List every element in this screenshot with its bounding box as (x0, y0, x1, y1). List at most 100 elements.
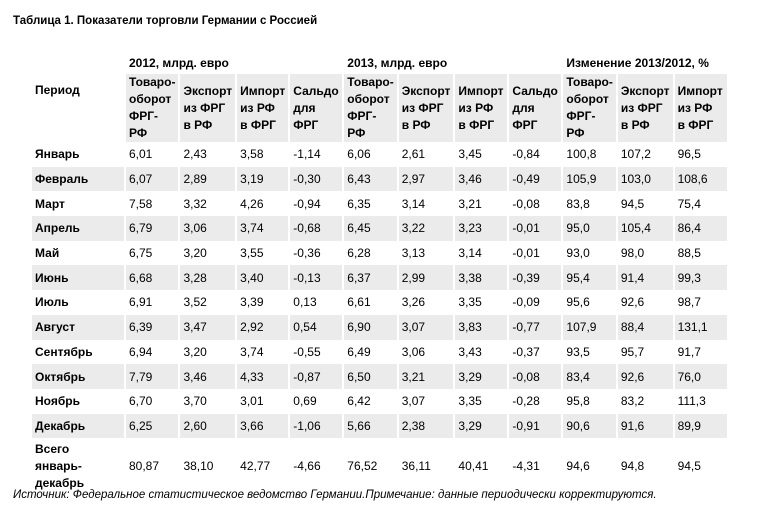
total-value-cell: 38,10 (183, 458, 214, 473)
value-cell: 93,5 (566, 344, 590, 359)
value-cell: 0,13 (293, 295, 317, 310)
table-row: Июль 6,91 3,52 3,39 0,13 6,61 3,26 3,35 -0,09 95,… (32, 290, 727, 315)
value-cell: 88,5 (677, 246, 701, 261)
value-cell: 95,0 (563, 216, 616, 241)
column-header-line: Экспорт (183, 83, 233, 98)
value-cell: 3,35 (458, 295, 482, 310)
table-row: Август 6,39 3,47 2,92 0,54 6,90 3,07 3,83 -0,77 1… (32, 314, 727, 340)
value-cell: 6,61 (347, 295, 371, 310)
value-cell: 3,43 (458, 344, 482, 359)
total-value-cell: 80,87 (129, 458, 160, 473)
value-cell: 6,43 (344, 166, 397, 192)
value-cell: 6,35 (347, 196, 371, 211)
value-cell: 6,91 (129, 295, 153, 310)
trade-table: 2012, млрд. евро 2013, млрд. евро Измене… (30, 52, 729, 494)
value-cell: 6,94 (129, 344, 153, 359)
value-cell: 98,0 (620, 246, 645, 261)
value-cell: 6,25 (126, 413, 179, 439)
value-cell: 6,45 (344, 216, 397, 241)
total-value-cell: -4,31 (512, 458, 540, 473)
value-cell: 3,22 (398, 216, 454, 241)
value-cell: -0,39 (509, 265, 562, 291)
value-cell: 91,6 (617, 413, 673, 439)
value-cell: 95,8 (566, 394, 590, 409)
column-header-line: ФРГ (293, 117, 319, 132)
value-cell: 88,4 (617, 314, 673, 340)
value-cell: -0,91 (509, 413, 562, 439)
table-title: Таблица 1. Показатели торговли Германии … (13, 15, 318, 27)
value-cell: 6,68 (126, 265, 179, 291)
value-cell: -0,77 (509, 314, 562, 340)
value-cell: -0,01 (509, 216, 562, 241)
value-cell: 103,0 (617, 166, 673, 192)
column-header-line: ФРГ-РФ (129, 109, 159, 140)
column-header-line: ФРГ-РФ (347, 109, 377, 140)
value-cell: 3,46 (180, 364, 236, 389)
group-header-change: Изменение 2013/2012, % (566, 56, 709, 70)
period-cell: Июль (35, 295, 69, 310)
value-cell: 3,29 (455, 364, 508, 389)
value-cell: 3,21 (458, 196, 482, 211)
group-header-2012: 2012, млрд. евро (129, 56, 229, 70)
value-cell: 6,42 (347, 394, 371, 409)
table-row: Март 7,58 3,32 4,26 -0,94 6,35 3,14 3,21 -0,08 83… (32, 191, 727, 216)
value-cell: -1,06 (290, 413, 343, 439)
value-cell: 6,07 (126, 166, 179, 192)
value-cell: 3,83 (455, 314, 508, 340)
column-header: Импорт из РФ в ФРГ (455, 74, 508, 142)
total-value-cell: 42,77 (240, 458, 271, 473)
period-cell: Декабрь (32, 413, 124, 439)
column-header-line: из ФРГ (401, 100, 444, 115)
value-cell: 3,29 (455, 413, 508, 439)
column-header: Товаро-оборот ФРГ-РФ (344, 74, 397, 142)
value-cell: 94,5 (620, 196, 645, 211)
value-cell: 3,23 (455, 216, 508, 241)
column-header-line: Сальдо (293, 83, 339, 98)
value-cell: 3,06 (180, 216, 236, 241)
value-cell: 91,7 (677, 344, 701, 359)
column-header-line: Экспорт (401, 83, 451, 98)
value-cell: 0,54 (290, 314, 343, 340)
value-cell: 3,07 (398, 314, 454, 340)
value-cell: 2,43 (183, 147, 207, 162)
table-row: Февраль 6,07 2,89 3,19 -0,30 6,43 2,97 3,46 -0,4… (32, 166, 727, 192)
value-cell: -0,84 (512, 147, 540, 162)
column-header-line: Сальдо (512, 83, 558, 98)
value-cell: 6,01 (129, 147, 153, 162)
total-period-line: Всего (35, 441, 70, 456)
value-cell: 99,3 (674, 265, 727, 291)
value-cell: 83,4 (563, 364, 616, 389)
value-cell: 6,28 (347, 246, 371, 261)
value-cell: 105,9 (563, 166, 616, 192)
period-cell: Май (35, 246, 60, 261)
value-cell: 98,7 (677, 295, 701, 310)
value-cell: 3,55 (240, 246, 264, 261)
table-row: Ноябрь 6,70 3,70 3,01 0,69 6,42 3,07 3,35 -0,28 9… (32, 389, 727, 414)
value-cell: 3,28 (180, 265, 236, 291)
value-cell: 96,5 (677, 147, 701, 162)
value-cell: 2,99 (398, 265, 454, 291)
period-cell: Август (32, 314, 124, 340)
value-cell: 95,6 (566, 295, 590, 310)
value-cell: 7,58 (129, 196, 153, 211)
value-cell: 6,90 (344, 314, 397, 340)
table-row: Сентябрь 6,94 3,20 3,74 -0,55 6,49 3,06 3,43 -0,… (32, 340, 727, 365)
period-header: Период (32, 74, 124, 142)
value-cell: 3,32 (183, 196, 207, 211)
value-cell: 91,4 (617, 265, 673, 291)
value-cell: 3,35 (458, 394, 482, 409)
value-cell: 3,26 (401, 295, 426, 310)
value-cell: -0,13 (290, 265, 343, 291)
value-cell: -0,49 (509, 166, 562, 192)
table-row: Май 6,75 3,20 3,55 -0,36 6,28 3,13 3,14 -0,01 93,… (32, 241, 727, 266)
column-header-line: в ФРГ (677, 117, 714, 132)
period-cell: Февраль (32, 166, 124, 192)
total-value-cell: 94,6 (566, 458, 590, 473)
column-header-line: Товаро- (566, 75, 613, 89)
value-cell: 3,47 (180, 314, 236, 340)
column-header-line: для (293, 100, 316, 115)
value-cell: 4,33 (237, 364, 289, 389)
value-cell: -0,08 (512, 196, 540, 211)
value-cell: 95,7 (620, 344, 645, 359)
column-header-line: в РФ (620, 117, 650, 132)
